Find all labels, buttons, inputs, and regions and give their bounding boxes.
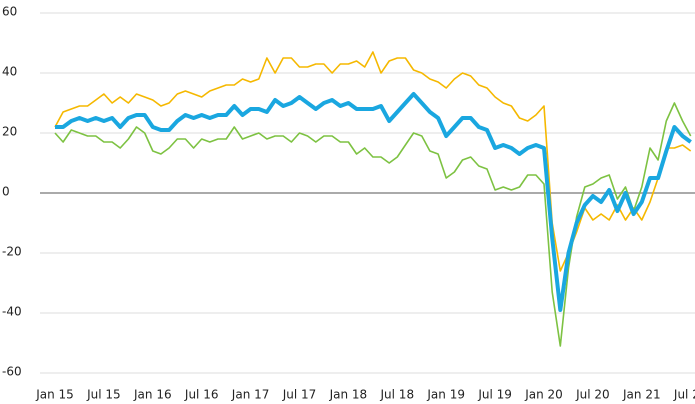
series-line bbox=[55, 92, 692, 312]
x-tick-label: Jan 19 bbox=[426, 388, 465, 402]
x-tick-label: Jul 15 bbox=[86, 388, 121, 402]
x-tick-label: Jan 17 bbox=[231, 388, 270, 402]
y-tick-label: -20 bbox=[2, 245, 22, 259]
y-tick-label: 40 bbox=[2, 65, 17, 79]
x-tick-label: Jan 16 bbox=[133, 388, 172, 402]
x-tick-label: Jan 15 bbox=[35, 388, 74, 402]
y-tick-label: -40 bbox=[2, 305, 22, 319]
x-tick-label: Jan 20 bbox=[524, 388, 563, 402]
x-tick-label: Jul 16 bbox=[184, 388, 219, 402]
x-tick-label: Jan 21 bbox=[622, 388, 661, 402]
y-tick-label: 20 bbox=[2, 125, 17, 139]
x-tick-label: Jul 19 bbox=[477, 388, 512, 402]
y-tick-label: 60 bbox=[2, 5, 17, 19]
x-tick-label: Jul 17 bbox=[282, 388, 317, 402]
x-tick-label: Jul 20 bbox=[575, 388, 610, 402]
x-tick-label: Jul 18 bbox=[380, 388, 415, 402]
series-line bbox=[54, 51, 692, 272]
series-line bbox=[54, 102, 692, 347]
x-tick-label: Jan 18 bbox=[329, 388, 368, 402]
y-tick-label: -60 bbox=[2, 365, 22, 379]
y-tick-label: 0 bbox=[2, 185, 10, 199]
x-tick-label: Jul 21 bbox=[673, 388, 695, 402]
